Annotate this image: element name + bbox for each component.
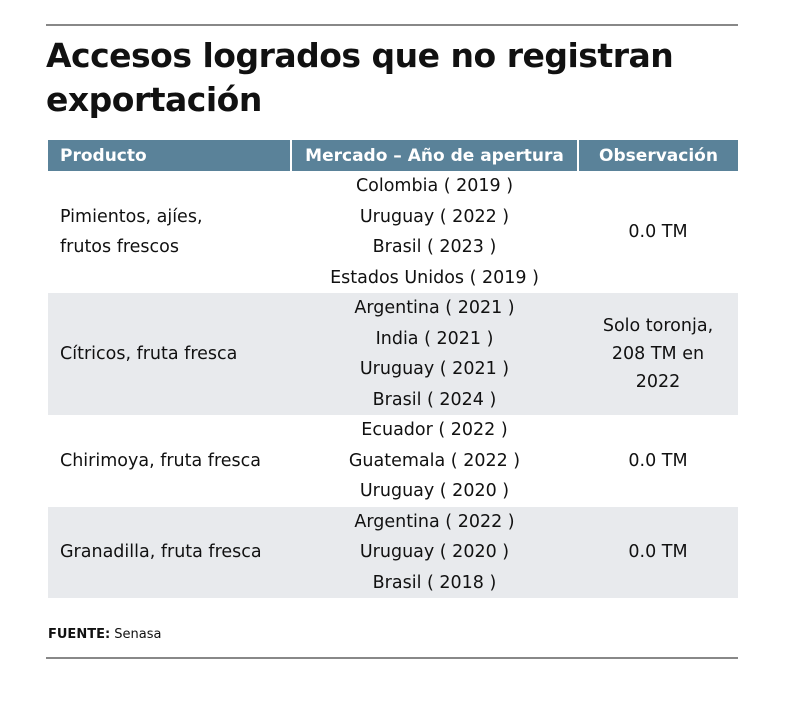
product-cell: Cítricos, fruta fresca <box>48 293 291 415</box>
table-row: Granadilla, fruta fresca Argentina ( 2022… <box>48 506 738 598</box>
market-entry: India ( 2021 ) <box>375 328 494 349</box>
market-entry: Uruguay ( 2020 ) <box>359 481 510 501</box>
note-cell: 0.0 TM <box>578 415 738 507</box>
source-value: Senasa <box>114 627 162 642</box>
table-row: Cítricos, fruta fresca Argentina ( 2021 )… <box>48 293 738 415</box>
note-text: 0.0 TM <box>628 542 688 563</box>
market-entry: Guatemala ( 2022 ) <box>348 450 521 471</box>
market-entry: Uruguay ( 2020 ) <box>359 542 510 562</box>
column-header-note: Observación <box>577 140 738 171</box>
product-cell: Granadilla, fruta fresca <box>48 506 291 598</box>
bottom-rule <box>46 657 738 659</box>
column-header-product: Producto <box>48 140 291 171</box>
market-cell: Argentina ( 2021 ) India ( 2021 ) Uruguay … <box>291 293 578 415</box>
data-table: Producto Mercado – Año de apertura Obser… <box>48 140 738 598</box>
note-cell: 0.0 TM <box>578 506 738 598</box>
product-text: Pimientos, ajíes, frutos frescos <box>60 207 203 257</box>
market-cell: Ecuador ( 2022 ) Guatemala ( 2022 ) Urugua… <box>291 415 578 507</box>
note-cell: 0.0 TM <box>578 171 738 293</box>
source-note: FUENTE: Senasa <box>48 627 162 642</box>
market-entry: Uruguay ( 2021 ) <box>359 359 510 379</box>
note-cell: Solo toronja, 208 TM en 2022 <box>578 293 738 415</box>
note-text: 0.0 TM <box>628 222 688 242</box>
product-cell: Chirimoya, fruta fresca <box>60 450 261 471</box>
product-cell: Pimientos, ajíes, frutos frescos <box>48 171 291 293</box>
note-text: 0.0 TM <box>628 450 688 471</box>
table-row: Pimientos, ajíes, frutos frescos Colombia… <box>48 171 738 293</box>
column-header-market: Mercado – Año de apertura <box>290 140 578 171</box>
market-entry: Argentina ( 2021 ) <box>354 298 515 318</box>
source-label: FUENTE: <box>48 627 111 642</box>
market-entry: Ecuador ( 2022 ) <box>361 420 508 440</box>
market-entry: Colombia ( 2019 ) <box>355 176 514 196</box>
market-entry: Brasil ( 2023 ) <box>372 237 497 257</box>
chart-title: Accesos logrados que no registran export… <box>46 36 674 119</box>
top-rule <box>46 24 738 26</box>
market-entry: Estados Unidos ( 2019 ) <box>330 267 539 288</box>
market-cell: Argentina ( 2022 ) Uruguay ( 2020 ) Brasil… <box>291 506 578 598</box>
market-entry: Brasil ( 2018 ) <box>372 572 497 593</box>
market-entry: Uruguay ( 2022 ) <box>359 206 510 227</box>
market-entry: Argentina ( 2022 ) <box>354 511 515 532</box>
market-cell: Colombia ( 2019 ) Uruguay ( 2022 ) Brasil … <box>291 171 578 293</box>
note-text: Solo toronja, 208 TM en 2022 <box>602 316 714 392</box>
table-row: Chirimoya, fruta fresca Ecuador ( 2022 ) G… <box>48 415 738 507</box>
header-row: Producto Mercado – Año de apertura Obser… <box>48 140 738 171</box>
market-entry: Brasil ( 2024 ) <box>372 389 497 410</box>
